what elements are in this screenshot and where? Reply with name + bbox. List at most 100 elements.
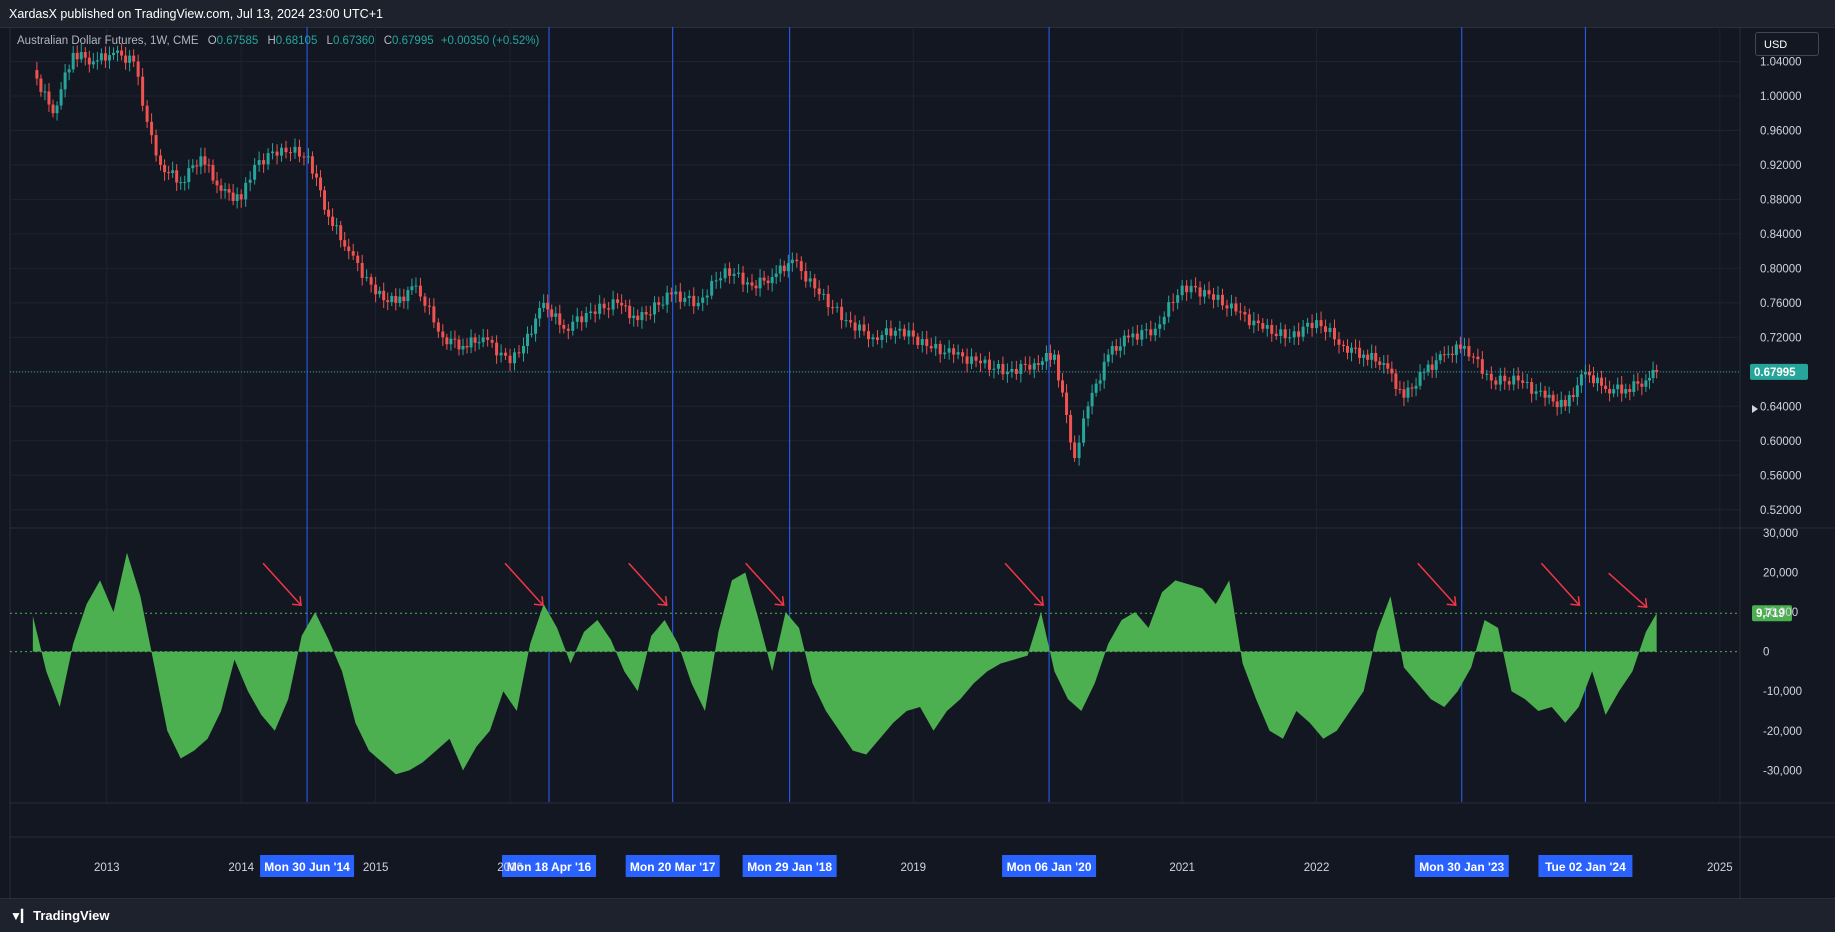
price-axis: 1.04000 1.00000 0.96000 0.92000 0.88000 0.840… <box>1750 56 1808 517</box>
candle-body <box>620 302 624 306</box>
candle-body <box>351 251 355 256</box>
candle-body <box>473 337 477 343</box>
top-bar: XardasX published on TradingView.com, Ju… <box>0 0 1835 28</box>
price-tick-label: 0.84000 <box>1760 229 1802 241</box>
candle-body <box>1628 389 1632 392</box>
candle-body <box>1328 327 1332 332</box>
candle-body <box>1036 363 1040 365</box>
candle-body <box>1398 388 1402 390</box>
candle-body <box>1471 356 1475 358</box>
date-marker-badge <box>1538 855 1633 877</box>
candle-body <box>562 324 566 329</box>
candle-body <box>1454 344 1458 356</box>
candle-body <box>1110 345 1114 355</box>
candle-body <box>1297 331 1301 337</box>
last-price-label: 0.67995 <box>1754 367 1796 379</box>
candle-body <box>884 328 888 336</box>
candle-body <box>1023 363 1027 365</box>
candle-body <box>1434 360 1438 370</box>
candle-body <box>504 352 508 356</box>
low-value: 0.67360 <box>332 35 375 47</box>
candle-body <box>808 278 812 282</box>
candle-body <box>67 69 71 73</box>
candle-body <box>449 338 453 345</box>
candle-body <box>1001 363 1005 375</box>
currency-button[interactable]: USD <box>1755 32 1819 56</box>
candle-body <box>481 337 485 343</box>
candle-body <box>1315 320 1319 329</box>
candle-body <box>947 348 951 353</box>
candle-body <box>1032 363 1036 370</box>
candle-body <box>513 352 517 364</box>
candle-body <box>1171 302 1175 304</box>
date-marker-label: Mon 29 Jan '18 <box>747 860 832 874</box>
candle-body <box>1446 353 1450 355</box>
candle-body <box>1274 333 1278 336</box>
price-tick-label: 0.76000 <box>1760 298 1802 310</box>
grid-lines <box>9 27 1835 898</box>
candle-body <box>1543 390 1547 398</box>
candle-body <box>862 324 866 332</box>
candle-body <box>804 271 808 282</box>
annotation-arrowhead <box>1446 596 1457 607</box>
candle-body <box>1604 385 1608 390</box>
candle-body <box>517 352 521 354</box>
candle-body <box>657 302 661 305</box>
candle-body <box>266 153 270 165</box>
annotation-arrow <box>745 562 785 606</box>
candle-body <box>741 272 745 285</box>
candle-body <box>979 360 983 364</box>
candle-body <box>310 156 314 174</box>
indicator-tick-label: -30,000 <box>1763 765 1802 777</box>
price-tick-label: 1.00000 <box>1760 91 1802 103</box>
open-value: 0.67585 <box>216 35 259 47</box>
candle-body <box>1567 395 1571 407</box>
candle-body <box>386 300 390 303</box>
candle-body <box>167 172 171 174</box>
indicator-pane: 9,719 <box>10 552 1792 775</box>
candle-body <box>701 297 705 303</box>
candle-body <box>356 255 360 264</box>
chart-canvas[interactable]: 9,719 1.04000 1.00000 0.96000 0.92000 0.8800… <box>0 27 1835 898</box>
candle-body <box>737 272 741 274</box>
candle-body <box>1106 354 1110 362</box>
candle-body <box>1426 364 1430 372</box>
time-axis: Mon 30 Jun '14 Mon 18 Apr '16 Mon 20 Mar '… <box>94 855 1733 877</box>
candle-body <box>1410 387 1414 389</box>
candle-body <box>1198 287 1202 297</box>
candle-body <box>1386 363 1390 369</box>
candle-body <box>911 330 915 337</box>
price-tick-label: 0.80000 <box>1760 263 1802 275</box>
candle-body <box>1438 354 1442 361</box>
candle-body <box>632 315 636 319</box>
candle-body <box>183 182 187 184</box>
candle-body <box>369 277 373 285</box>
candle-body <box>1283 329 1287 339</box>
candle-body <box>47 91 51 105</box>
candle-body <box>215 180 219 186</box>
candle-body <box>1579 374 1583 386</box>
candle-body <box>179 182 183 184</box>
tradingview-icon: ▼▎ <box>10 909 30 923</box>
candle-body <box>1238 311 1242 313</box>
candle-body <box>1636 381 1640 384</box>
candle-body <box>508 355 512 364</box>
candle-body <box>347 246 351 252</box>
candle-body <box>628 305 632 319</box>
candle-body <box>1301 326 1305 337</box>
symbol-legend: Australian Dollar Futures, 1W, CME O0.67… <box>17 35 539 47</box>
candle-body <box>271 151 275 154</box>
candle-body <box>75 52 79 60</box>
candle-body <box>1082 418 1086 443</box>
candle-body <box>858 324 862 331</box>
close-value: 0.67995 <box>392 35 434 47</box>
candle-body <box>1144 329 1148 331</box>
candle-body <box>1571 395 1575 398</box>
candle-body <box>275 151 279 156</box>
candle-body <box>461 345 465 350</box>
candle-body <box>83 52 87 58</box>
candle-body <box>893 330 897 336</box>
annotation-arrow <box>262 562 302 606</box>
annotation-arrowhead <box>1570 596 1581 607</box>
candle-body <box>335 225 339 227</box>
